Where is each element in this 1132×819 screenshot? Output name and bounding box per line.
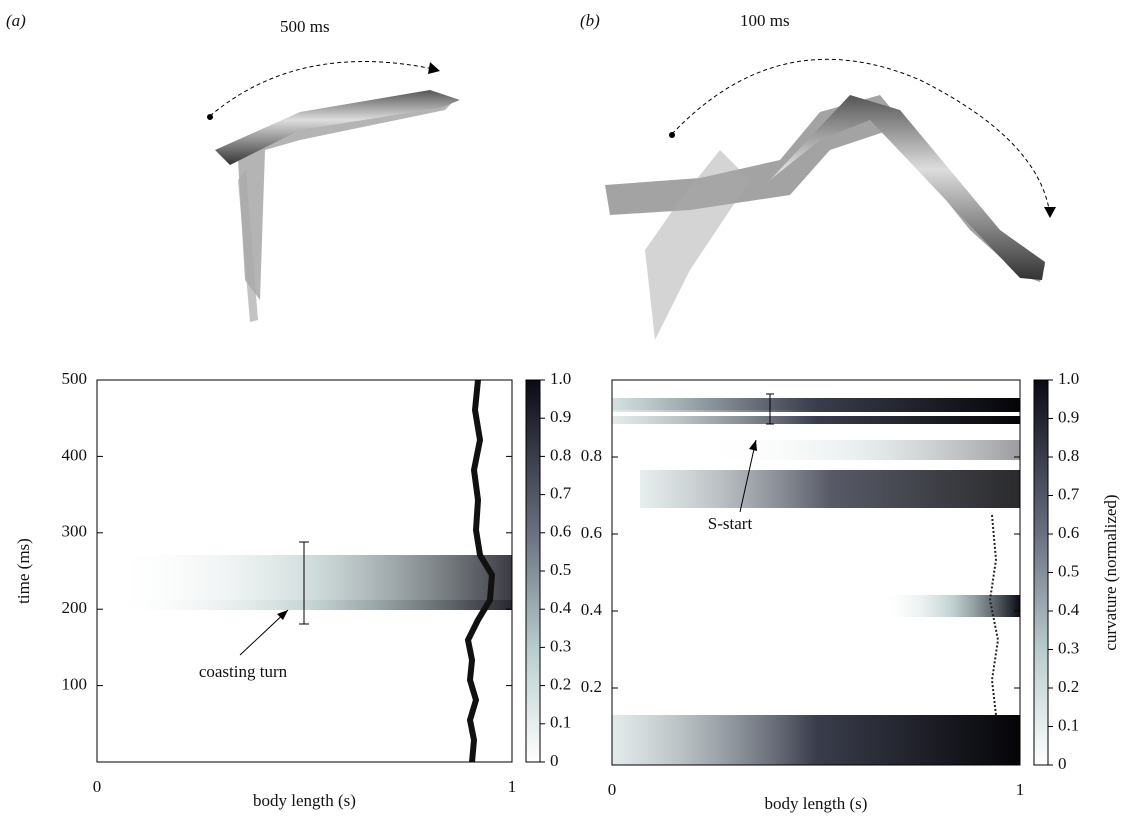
plot-frame: [612, 380, 1020, 765]
colorbar-tick-label: 0.9: [550, 407, 571, 426]
colorbar-tick-label: 0.7: [1058, 484, 1080, 503]
colorbar-tick-label: 0.6: [550, 522, 571, 541]
x-axis-label: body length (s): [253, 791, 356, 810]
annotation: S-start: [708, 514, 753, 533]
colorbar-tick-label: 0.7: [550, 484, 572, 503]
fish-illustration: [215, 90, 1045, 340]
x-tick-label: 1: [508, 777, 517, 796]
colorbar-tick-label: 0.9: [1058, 407, 1079, 426]
x-tick-label: 1: [1016, 780, 1025, 799]
y-tick-label: 200: [62, 598, 88, 617]
y-tick-label: 0.2: [581, 677, 602, 696]
colorbar-tick-label: 0.5: [1058, 561, 1079, 580]
colorbar-tick-label: 0.2: [550, 675, 571, 694]
annotation: coasting turn: [199, 662, 288, 681]
panel-label: (a): [6, 11, 26, 30]
x-tick-label: 0: [93, 777, 102, 796]
colorbar-tick-label: 0.3: [1058, 638, 1079, 657]
colorbar-tick-label: 0.4: [550, 598, 572, 617]
error-bars: [240, 394, 774, 655]
duration-label: 100 ms: [740, 11, 790, 30]
y-tick-label: 500: [62, 369, 88, 388]
colorbar-tick-label: 0.2: [1058, 677, 1079, 696]
colorbar-tick-label: 0: [1058, 754, 1067, 773]
arrow-start: [207, 114, 213, 120]
colorbar-tick-label: 0.8: [1058, 446, 1079, 465]
y-tick-label: 400: [62, 445, 88, 464]
colorbar-tick-label: 0.8: [550, 445, 571, 464]
colorbar-tick-label: 0: [550, 751, 559, 770]
colorbar-tick-label: 0.4: [1058, 600, 1080, 619]
colorbar-tick-label: 0.6: [1058, 523, 1079, 542]
arrow-start: [669, 132, 675, 138]
y-tick-label: 300: [62, 522, 88, 541]
x-axis-label: body length (s): [765, 794, 868, 813]
colorbar-tick-label: 1.0: [1058, 369, 1079, 388]
y-tick-label: 0.8: [581, 446, 602, 465]
x-tick-label: 0: [608, 780, 617, 799]
y-tick-label: 0.6: [581, 523, 602, 542]
colorbar: [526, 380, 540, 762]
panel-label: (b): [580, 11, 600, 30]
colorbar-tick-label: 0.1: [1058, 715, 1079, 734]
duration-label: 500 ms: [280, 17, 330, 36]
colorbar-tick-label: 0.1: [550, 713, 571, 732]
colorbar-tick-label: 0.3: [550, 636, 571, 655]
colorbar-tick-label: 0.5: [550, 560, 571, 579]
colorbar-tick-label: 1.0: [550, 369, 571, 388]
y-tick-label: 100: [62, 675, 88, 694]
colorbar: [1034, 380, 1048, 765]
figure: (a)500 mscoasting turn10020030040050001b…: [0, 0, 1132, 814]
colorbar-label: curvature (normalized): [1101, 494, 1120, 650]
y-tick-label: 0.4: [581, 600, 603, 619]
y-axis-label: time (ms): [14, 538, 33, 604]
